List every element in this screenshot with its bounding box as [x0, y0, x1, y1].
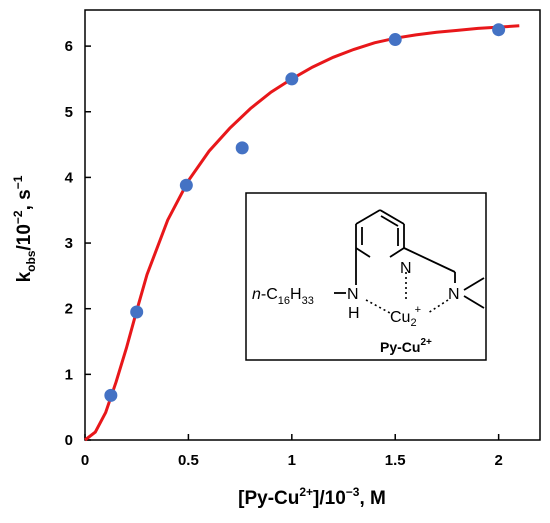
- data-point: [388, 33, 402, 47]
- atom-pyridine-n: N: [400, 260, 412, 277]
- data-point: [130, 305, 144, 319]
- series-layer: [84, 23, 520, 442]
- data-point: [235, 141, 249, 155]
- atom-amine-n: N: [448, 286, 460, 303]
- x-tick-label: 0: [81, 452, 89, 469]
- x-axis-title: [Py-Cu2+]/10−3, M: [238, 485, 386, 509]
- y-axis-title: kobs/10−2, s−1: [11, 175, 38, 282]
- coordination-bond-amine: [427, 299, 449, 314]
- atom-nh-h: H: [348, 305, 360, 322]
- substituent-label: n-C16H33: [252, 286, 314, 307]
- ring-bond: [355, 209, 381, 225]
- atom-nh-n: N: [347, 286, 359, 303]
- y-tick-label: 2: [65, 301, 73, 318]
- ring-bond: [379, 209, 405, 225]
- fit-curve: [84, 24, 520, 442]
- methyl-bond-1: [463, 277, 485, 291]
- y-tick-label: 5: [65, 104, 73, 121]
- ring-bond: [355, 247, 371, 258]
- inset-frame: [245, 192, 487, 361]
- data-point: [492, 23, 506, 37]
- y-tick-label: 3: [65, 235, 73, 252]
- ring-double-bond: [380, 215, 399, 227]
- data-point: [285, 72, 299, 86]
- ch2-bond-right: [403, 247, 456, 273]
- structure-inset: N N H N n-C16H33 Cu2+ Py-Cu2+: [245, 192, 487, 361]
- y-tick-label: 4: [65, 169, 74, 186]
- coordination-bonds: [365, 272, 449, 314]
- y-tick-label: 1: [65, 366, 73, 383]
- metal-label: Cu2+: [390, 304, 421, 329]
- ring-bond: [389, 247, 405, 258]
- chemical-structure-diagram: [334, 209, 485, 309]
- y-tick-label: 6: [65, 38, 73, 55]
- y-tick-label: 0: [65, 432, 73, 449]
- y-axis-ticks: 0 1 2 3 4 5 6: [65, 38, 91, 449]
- inset-caption: Py-Cu2+: [380, 337, 432, 355]
- data-point: [179, 178, 193, 192]
- methyl-bond-2: [463, 295, 485, 309]
- x-tick-label: 1: [288, 452, 296, 469]
- x-tick-label: 0.5: [178, 452, 199, 469]
- data-point: [104, 388, 118, 402]
- x-tick-label: 1.5: [385, 452, 406, 469]
- x-tick-label: 2: [494, 452, 502, 469]
